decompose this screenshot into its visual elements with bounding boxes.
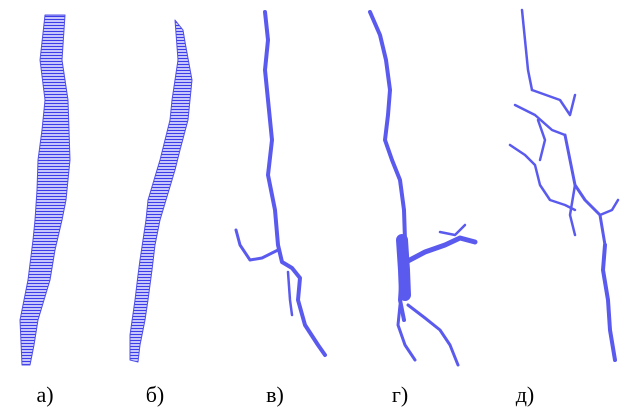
crack-d [370, 12, 475, 365]
crack-c [236, 12, 325, 355]
crack-e [510, 10, 618, 360]
page: {"panels": [{"label": "а)"}, {"label": "… [0, 0, 627, 414]
crack-a [20, 15, 70, 365]
crack-b [130, 20, 192, 362]
panel-label: д) [516, 382, 535, 407]
panel-label: г) [392, 382, 408, 407]
panel-label: а) [36, 382, 53, 407]
panel-label: б) [146, 382, 165, 407]
panel-label: в) [266, 382, 284, 407]
figure: а) б) в) г) д) [0, 0, 627, 414]
